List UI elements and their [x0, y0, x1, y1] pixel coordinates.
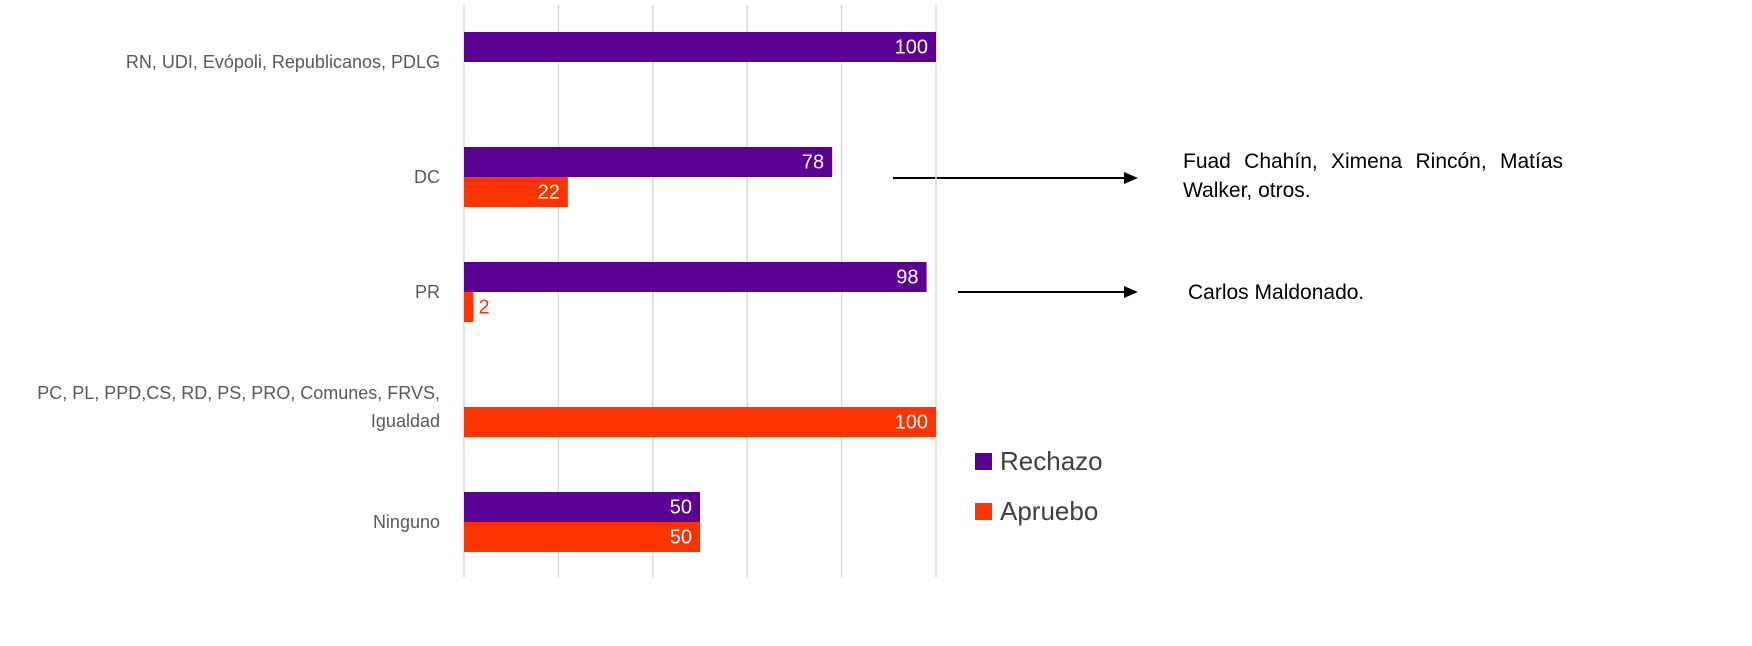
- bar: [464, 407, 936, 437]
- legend-item: Apruebo: [975, 496, 1098, 527]
- y-tick-label: PR: [414, 282, 440, 302]
- bar: [464, 147, 833, 177]
- data-label: 50: [670, 496, 692, 518]
- bar: [464, 262, 927, 292]
- legend-label: Apruebo: [1000, 496, 1099, 526]
- data-label: 2: [478, 296, 489, 318]
- arrow-head: [1124, 172, 1138, 184]
- data-label: 100: [895, 36, 928, 58]
- annotation: Fuad Chahín, Ximena Rincón, Matías Walke…: [1183, 150, 1563, 202]
- bar: [464, 32, 936, 62]
- y-tick-label: Ninguno: [372, 512, 440, 532]
- legend-label: Rechazo: [1000, 446, 1103, 476]
- bar: [464, 292, 474, 322]
- annotation: Carlos Maldonado.: [1188, 281, 1365, 304]
- arrow-head: [1124, 286, 1138, 298]
- legend-item: Rechazo: [975, 446, 1103, 477]
- data-label: 50: [670, 526, 692, 548]
- data-label: 78: [802, 151, 824, 173]
- data-label: 100: [895, 411, 928, 433]
- y-tick-label: DC: [414, 167, 440, 187]
- bar: [464, 492, 700, 522]
- bar: [464, 522, 700, 552]
- legend-swatch: [975, 503, 992, 520]
- y-tick-label: PC, PL, PPD,CS, RD, PS, PRO, Comunes, FR…: [37, 383, 440, 431]
- y-tick-label: RN, UDI, Evópoli, Republicanos, PDLG: [125, 52, 440, 72]
- data-label: 22: [538, 181, 560, 203]
- legend-swatch: [975, 453, 992, 470]
- data-label: 98: [896, 266, 918, 288]
- bar: [464, 177, 568, 207]
